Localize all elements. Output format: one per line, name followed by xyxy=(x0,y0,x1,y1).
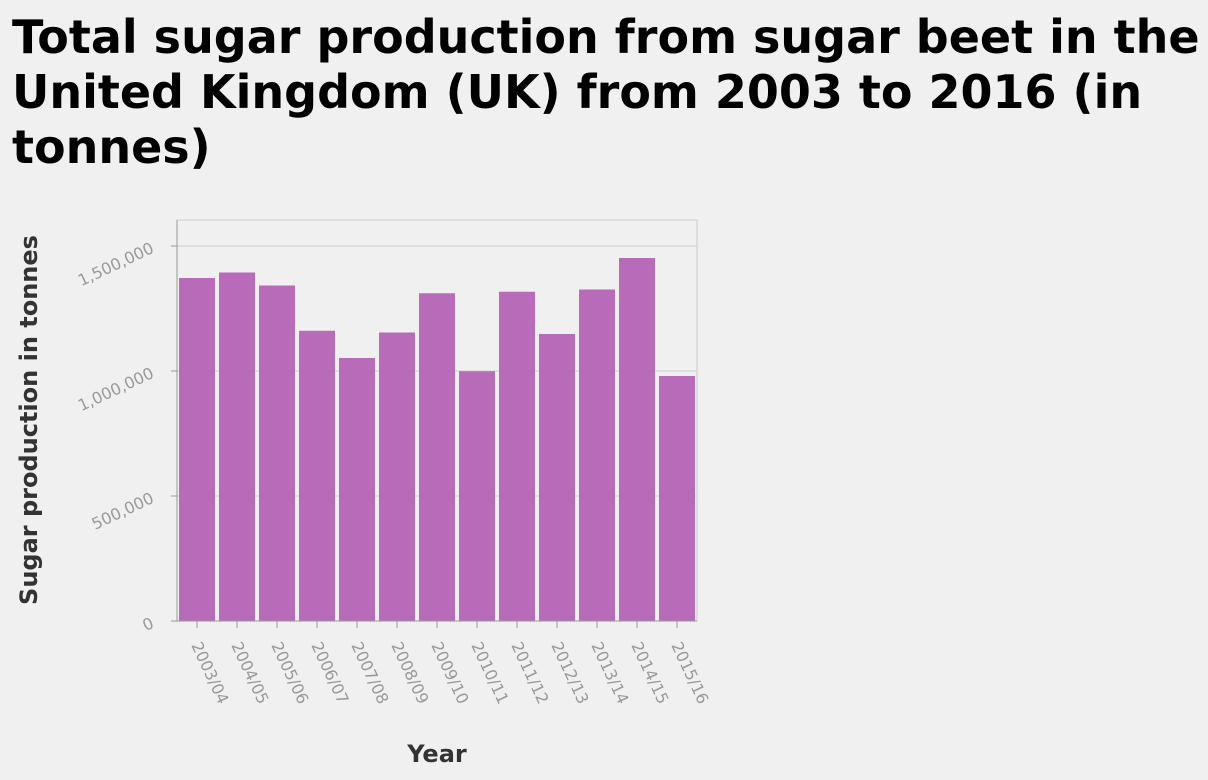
bar xyxy=(299,330,335,621)
axes xyxy=(171,220,697,628)
x-tick-label: 2010/11 xyxy=(467,639,512,707)
x-tick-label: 2013/14 xyxy=(587,639,632,707)
x-tick-label: 2011/12 xyxy=(507,639,552,707)
bar xyxy=(459,371,495,621)
x-tick-label: 2004/05 xyxy=(227,639,272,707)
bar xyxy=(659,376,695,621)
bar xyxy=(259,285,295,621)
bars xyxy=(179,258,695,621)
x-tick-label: 2015/16 xyxy=(667,639,712,707)
x-tick-label: 2003/04 xyxy=(187,639,232,707)
bar xyxy=(419,293,455,621)
y-tick-label: 0 xyxy=(139,613,156,635)
x-tick-label: 2014/15 xyxy=(627,639,672,707)
bar xyxy=(499,291,535,621)
bar xyxy=(379,332,415,621)
bar xyxy=(619,258,655,621)
bar xyxy=(579,289,615,621)
bar xyxy=(219,272,255,621)
bar xyxy=(539,334,575,621)
y-tick-label: 1,000,000 xyxy=(75,363,157,415)
y-axis-title: Sugar production in tonnes xyxy=(15,235,43,605)
x-tick-label: 2007/08 xyxy=(347,639,392,707)
chart-title: Total sugar production from sugar beet i… xyxy=(12,10,1200,174)
y-tick-label: 1,500,000 xyxy=(75,238,157,290)
x-tick-label: 2006/07 xyxy=(307,639,352,707)
x-tick-label: 2012/13 xyxy=(547,639,592,707)
x-tick-label: 2009/10 xyxy=(427,639,472,707)
x-axis-title: Year xyxy=(406,740,467,768)
x-tick-label: 2005/06 xyxy=(267,639,312,707)
bar xyxy=(179,278,215,621)
bar xyxy=(339,358,375,621)
y-tick-label: 500,000 xyxy=(89,488,157,533)
x-tick-label: 2008/09 xyxy=(387,639,432,707)
